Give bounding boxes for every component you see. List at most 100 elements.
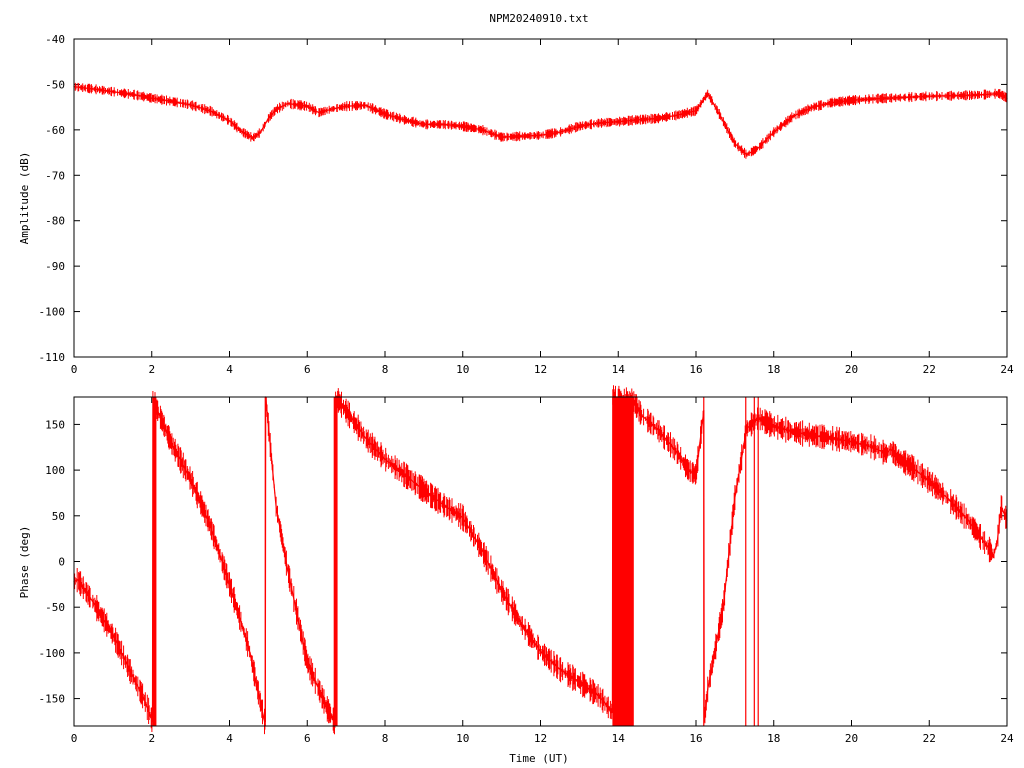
data-point — [734, 142, 736, 145]
data-point — [928, 95, 930, 97]
phase-wrap-block — [152, 397, 157, 726]
x-tick-label: 12 — [534, 363, 547, 376]
x-tick-label: 0 — [71, 363, 78, 376]
y-tick-label: -100 — [39, 306, 66, 319]
data-point — [131, 93, 133, 95]
data-point — [1000, 506, 1002, 508]
data-point — [92, 88, 94, 90]
data-point — [365, 104, 367, 106]
data-point — [190, 104, 192, 106]
y-tick-label: -100 — [39, 647, 66, 660]
data-point — [850, 441, 853, 443]
data-point — [228, 120, 231, 122]
x-tick-label: 2 — [148, 732, 155, 745]
data-point — [656, 428, 658, 430]
y-tick-label: -60 — [45, 124, 65, 137]
data-point — [897, 457, 899, 459]
phase-panel: Phase (deg) Time (UT) 0 2 4 6 8 10 12 14 16 18 20 2… — [18, 385, 1014, 765]
data-point — [656, 117, 658, 120]
data-point — [812, 106, 814, 108]
x-tick-label: 22 — [923, 363, 936, 376]
y-tick-label: -70 — [45, 169, 65, 182]
data-point — [979, 535, 981, 537]
data-point — [617, 121, 619, 123]
data-point — [641, 414, 643, 416]
data-point — [170, 100, 172, 102]
phase-ticks: 0 2 4 6 8 10 12 14 16 18 20 22 24150100500-50-100-15… — [39, 397, 1014, 745]
data-point — [948, 498, 950, 500]
data-point — [773, 131, 775, 133]
x-tick-label: 6 — [304, 732, 311, 745]
data-point — [190, 478, 192, 480]
series-noise-band — [73, 82, 1007, 159]
series-noise-band — [73, 385, 1007, 735]
data-point — [695, 110, 697, 112]
data-point — [990, 551, 993, 554]
phase-ylabel: Phase (deg) — [18, 526, 31, 599]
data-point — [707, 688, 709, 691]
data-point — [987, 93, 989, 95]
data-point — [267, 117, 269, 120]
x-tick-label: 24 — [1000, 732, 1014, 745]
data-point — [578, 681, 581, 683]
y-tick-label: 0 — [58, 556, 65, 569]
phase-plot-area — [73, 385, 1008, 735]
data-point — [228, 583, 231, 585]
data-point — [326, 707, 328, 709]
y-tick-label: -40 — [45, 33, 65, 46]
data-point — [209, 110, 211, 112]
data-point — [112, 91, 114, 93]
phase-wrap-block — [612, 397, 634, 726]
x-tick-label: 2 — [148, 363, 155, 376]
data-point — [850, 99, 853, 101]
data-point — [520, 135, 522, 137]
data-point — [909, 96, 911, 98]
y-tick-label: 150 — [45, 418, 65, 431]
data-point — [831, 437, 833, 439]
data-point — [365, 437, 367, 439]
data-point — [501, 590, 503, 592]
x-tick-label: 10 — [456, 363, 469, 376]
y-tick-label: -150 — [39, 693, 66, 706]
x-tick-label: 8 — [382, 732, 389, 745]
data-point — [275, 506, 277, 508]
data-point — [792, 431, 794, 433]
data-point — [687, 469, 689, 471]
data-point — [403, 474, 405, 476]
data-point — [996, 540, 998, 543]
y-tick-label: -90 — [45, 260, 65, 273]
data-point — [442, 504, 444, 506]
data-point — [318, 112, 320, 114]
data-point — [112, 634, 114, 636]
data-point — [170, 442, 172, 444]
data-point — [275, 108, 277, 110]
x-tick-label: 18 — [767, 363, 780, 376]
data-point — [598, 122, 600, 124]
y-tick-label: 50 — [52, 510, 65, 523]
data-point — [722, 606, 724, 608]
data-point — [559, 668, 561, 670]
data-point — [481, 549, 483, 552]
data-point — [209, 524, 211, 526]
amplitude-ticks: 0 2 4 6 8 10 12 14 16 18 20 22 24-40-50-60-70-80-90-… — [39, 33, 1014, 376]
data-point — [143, 698, 145, 700]
data-point — [578, 125, 581, 127]
x-tick-label: 6 — [304, 363, 311, 376]
amplitude-frame — [73, 38, 1008, 358]
data-point — [734, 496, 736, 499]
data-point — [306, 661, 308, 663]
y-tick-label: -110 — [39, 351, 66, 364]
data-point — [718, 113, 720, 115]
data-point — [707, 92, 709, 95]
data-point — [870, 98, 872, 100]
x-tick-label: 20 — [845, 732, 858, 745]
data-point — [757, 147, 759, 149]
phase-wrap-block — [333, 397, 338, 726]
data-point — [252, 137, 254, 139]
data-point — [870, 445, 872, 447]
data-point — [773, 425, 775, 427]
amplitude-ylabel: Amplitude (dB) — [18, 152, 31, 245]
data-point — [539, 134, 542, 136]
y-tick-label: -50 — [45, 601, 65, 614]
